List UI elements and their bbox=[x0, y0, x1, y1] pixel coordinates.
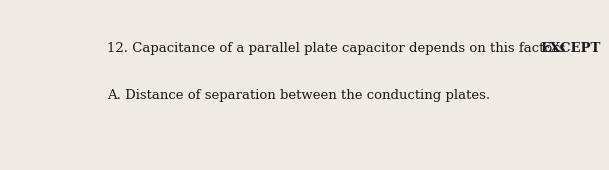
Text: 12. Capacitance of a parallel plate capacitor depends on this factors: 12. Capacitance of a parallel plate capa… bbox=[107, 42, 570, 55]
Text: A. Distance of separation between the conducting plates.: A. Distance of separation between the co… bbox=[107, 89, 491, 101]
Text: EXCEPT: EXCEPT bbox=[541, 42, 601, 55]
